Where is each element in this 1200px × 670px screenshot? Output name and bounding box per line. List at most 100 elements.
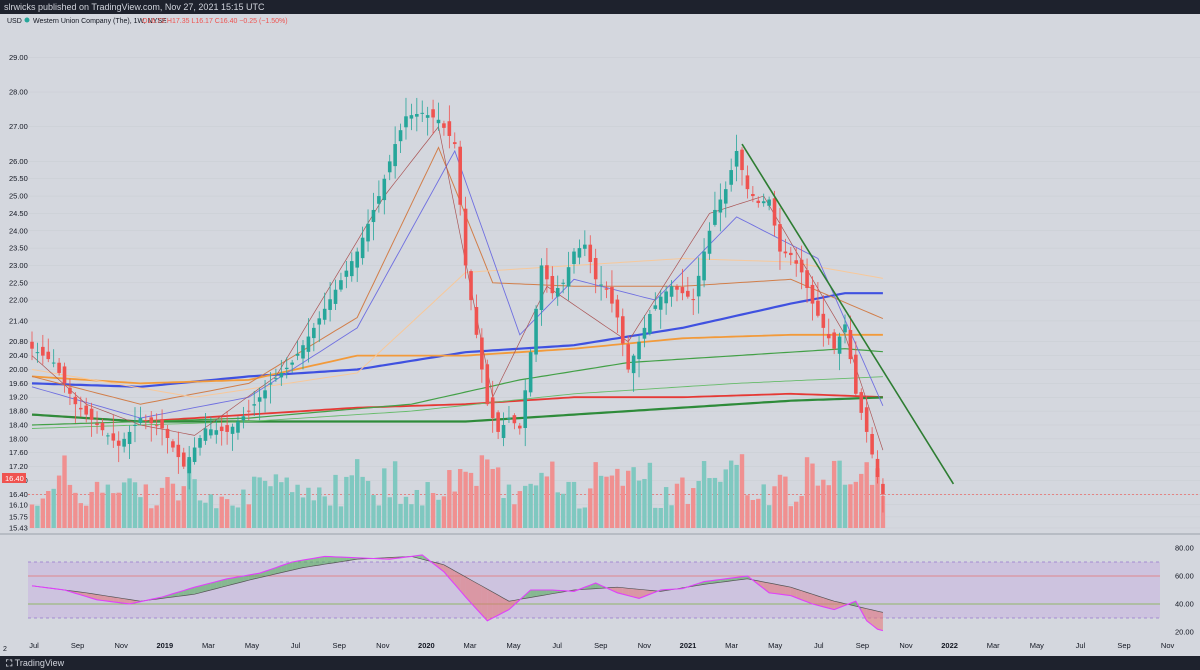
- volume-bar: [338, 506, 344, 528]
- y-tick-label: 15.43: [9, 524, 28, 533]
- x-tick-label: 2022: [941, 641, 958, 650]
- volume-bar: [506, 484, 512, 528]
- volume-bar: [376, 505, 382, 528]
- volume-bar: [73, 492, 78, 528]
- volume-bar: [306, 487, 311, 528]
- volume-bar: [799, 496, 804, 528]
- volume-bar: [560, 493, 566, 528]
- candle-body: [171, 441, 175, 448]
- candle-body: [420, 112, 425, 114]
- rsi-signal-line: [31, 556, 883, 613]
- volume-bar: [674, 483, 680, 528]
- candle-body: [257, 397, 262, 402]
- candle-body: [789, 252, 793, 256]
- candle-body: [458, 146, 462, 205]
- volume-bar: [360, 476, 365, 528]
- volume-bar: [598, 475, 604, 528]
- rsi-panel: [31, 554, 884, 632]
- volume-bar: [246, 504, 251, 528]
- ohlc-values: O16.72 H17.35 L16.17 C16.40 −0.25 (−1.50…: [142, 18, 288, 25]
- x-tick-label: May: [507, 641, 521, 650]
- candle-body: [398, 130, 403, 142]
- volume-bar: [165, 477, 170, 528]
- volume-bar: [46, 491, 51, 528]
- volume-bar: [414, 489, 420, 528]
- candle-body: [826, 334, 831, 339]
- x-tick-label: Jul: [1076, 641, 1086, 650]
- candle-body: [317, 318, 322, 325]
- volume-bar: [490, 468, 495, 528]
- moving-average-2: [31, 333, 883, 385]
- candle-body: [626, 344, 630, 370]
- volume-bar: [593, 462, 598, 528]
- candle-body: [322, 308, 327, 320]
- candle-body: [377, 196, 381, 204]
- volume-bar: [452, 491, 457, 528]
- moving-averages: [31, 125, 884, 451]
- x-tick-label: Mar: [464, 641, 477, 650]
- volume-bar: [712, 477, 718, 528]
- volume-bar: [479, 455, 485, 528]
- moving-average-3: [31, 392, 883, 423]
- x-tick-label: Sep: [594, 641, 607, 650]
- candle-body: [274, 378, 278, 380]
- candle-body: [209, 429, 213, 436]
- tradingview-logo-icon[interactable]: ⛶: [6, 658, 13, 668]
- volume-bar: [327, 505, 333, 528]
- volume-bar: [604, 476, 609, 528]
- x-tick-label: 2019: [156, 641, 173, 650]
- trendline[interactable]: [741, 143, 955, 485]
- volume-bar: [284, 477, 289, 528]
- candle-body: [393, 144, 397, 167]
- volume-bar: [501, 498, 506, 528]
- volume-bar: [241, 489, 246, 528]
- x-tick-label: 2020: [418, 641, 435, 650]
- volume-bar: [468, 472, 474, 528]
- volume-bar: [539, 472, 544, 528]
- candle-body: [474, 307, 479, 335]
- symbol-title[interactable]: Western Union Company (The), 1W, NYSE: [33, 18, 167, 25]
- volume-bar: [528, 483, 533, 528]
- volume-bar: [295, 484, 300, 528]
- volume-bar: [214, 508, 219, 528]
- volume-bar: [636, 480, 642, 528]
- volume-bar: [143, 484, 149, 528]
- candle-body: [566, 267, 571, 287]
- candle-body: [539, 265, 544, 311]
- candle-body: [485, 364, 490, 405]
- candle-body: [306, 336, 311, 352]
- candle-body: [805, 270, 809, 288]
- volume-bar: [669, 505, 674, 528]
- time-axis: Jul Sep Nov 2019 Mar May Jul Sep Nov 2020 Mar May Ju…: [29, 641, 1174, 650]
- moving-average-8: [31, 257, 883, 398]
- volume-bar: [550, 461, 555, 528]
- candle-body: [620, 316, 625, 344]
- candle-body: [555, 287, 560, 297]
- volume-bar: [371, 495, 376, 528]
- candle-body: [404, 116, 408, 128]
- volume-bar: [40, 498, 46, 528]
- volume-bar: [533, 485, 539, 528]
- candle-body: [62, 366, 67, 384]
- volume-bar: [647, 462, 653, 528]
- candle-body: [382, 178, 387, 201]
- volume-bar: [84, 505, 89, 528]
- candle-body: [144, 420, 148, 422]
- y-tick-label: 20.00: [9, 365, 28, 374]
- y-tick-label: 27.00: [9, 122, 28, 131]
- volume-bar: [582, 507, 588, 528]
- y-tick-label: 16.10: [9, 500, 28, 509]
- volume-bar: [322, 496, 327, 528]
- volume-bar: [392, 461, 398, 528]
- candle-body: [604, 288, 609, 290]
- volume-bar: [696, 480, 701, 528]
- candle-body: [664, 291, 668, 304]
- rsi-y-tick-label: 40.00: [1175, 600, 1194, 609]
- candle-body: [648, 314, 652, 334]
- candle-body: [490, 397, 495, 419]
- volume-bar: [457, 469, 463, 528]
- candle-body: [642, 327, 647, 339]
- y-tick-label: 16.40: [9, 490, 28, 499]
- candle-body: [718, 199, 723, 213]
